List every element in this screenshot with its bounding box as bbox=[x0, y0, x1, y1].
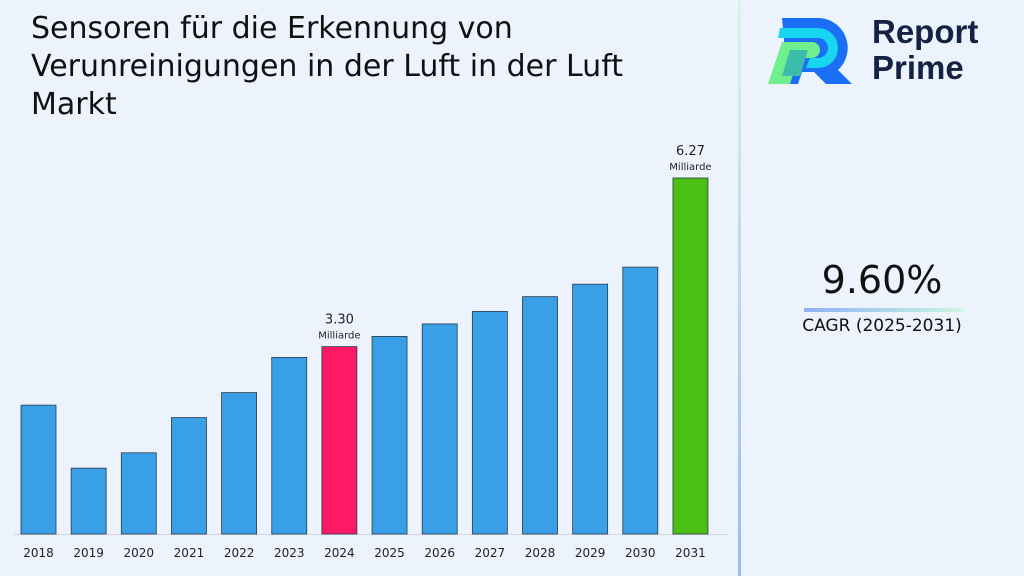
bar-2027 bbox=[471, 311, 508, 535]
x-tick-label: 2031 bbox=[675, 546, 706, 560]
data-label-unit: Milliarde bbox=[669, 162, 711, 173]
x-tick-label: 2022 bbox=[224, 546, 255, 560]
bar-2022 bbox=[221, 392, 258, 535]
bar-2030 bbox=[622, 266, 659, 535]
bar-2028 bbox=[522, 296, 558, 535]
bar-2021 bbox=[171, 417, 207, 535]
bar-2018 bbox=[20, 404, 57, 535]
cagr-value: 9.60% bbox=[821, 258, 943, 302]
brand-line-2: Prime bbox=[872, 49, 964, 86]
cagr-underline bbox=[804, 308, 964, 312]
x-tick-label: 2018 bbox=[23, 546, 54, 560]
bar-2031 bbox=[672, 177, 709, 535]
bar-2023 bbox=[271, 357, 308, 535]
x-tick-label: 2026 bbox=[424, 546, 455, 560]
bar-2024 bbox=[321, 346, 358, 535]
x-tick-label: 2025 bbox=[374, 546, 405, 560]
bar-2025 bbox=[371, 336, 408, 535]
data-label-value: 3.30 bbox=[325, 313, 354, 328]
x-tick-label: 2023 bbox=[274, 546, 305, 560]
bar-2020 bbox=[120, 452, 157, 535]
bar-2026 bbox=[421, 323, 458, 535]
x-tick-label: 2021 bbox=[174, 546, 205, 560]
x-tick-label: 2027 bbox=[475, 546, 506, 560]
brand-line-1: Report bbox=[872, 13, 979, 50]
bar-2019 bbox=[70, 467, 107, 535]
divider bbox=[738, 0, 741, 576]
x-tick-label: 2020 bbox=[124, 546, 155, 560]
x-tick-label: 2029 bbox=[575, 546, 606, 560]
x-tick-label: 2030 bbox=[625, 546, 656, 560]
x-tick-label: 2028 bbox=[525, 546, 556, 560]
cagr-label: CAGR (2025-2031) bbox=[802, 316, 962, 336]
chart-title: Sensoren für die Erkennung von Verunrein… bbox=[31, 11, 623, 122]
bar-2029 bbox=[572, 283, 609, 535]
data-label-unit: Milliarde bbox=[318, 331, 360, 342]
bar-chart: 2018 2019 2020 2021 2022 2023 2024 3.30 Milliard… bbox=[14, 144, 727, 560]
brand-name: Report Prime bbox=[872, 14, 978, 86]
x-tick-label: 2019 bbox=[73, 546, 104, 560]
data-label-value: 6.27 bbox=[676, 144, 705, 159]
report-prime-logo bbox=[768, 18, 852, 84]
x-tick-label: 2024 bbox=[324, 546, 355, 560]
